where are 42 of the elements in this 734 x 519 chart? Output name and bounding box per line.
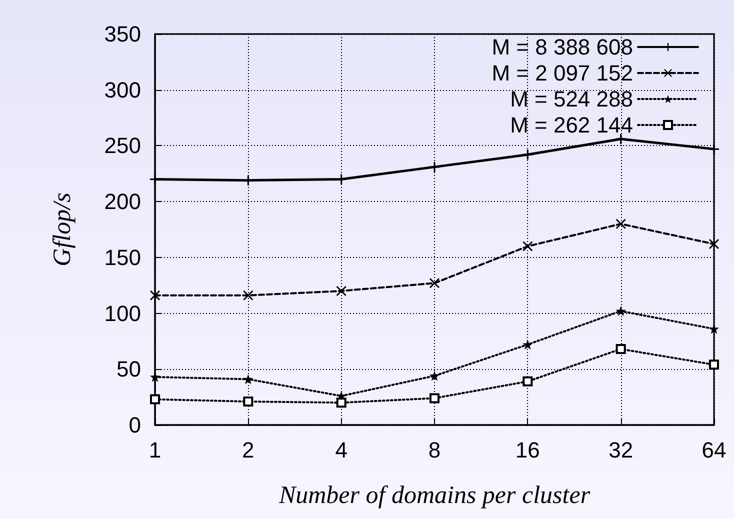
y-tick-label: 100 <box>104 300 141 326</box>
legend-label: M = 262 144 <box>510 112 633 138</box>
point <box>709 144 719 154</box>
point <box>150 290 160 300</box>
point <box>430 393 440 404</box>
point <box>522 241 533 252</box>
point <box>616 344 626 354</box>
point <box>243 290 254 300</box>
point <box>616 218 626 229</box>
x-axis-title: Number of domains per cluster <box>278 482 590 509</box>
y-axis-title: Gflop/s <box>49 192 76 266</box>
point <box>243 396 254 407</box>
point <box>616 134 626 144</box>
x-tick-label: 4 <box>335 438 348 462</box>
y-tick-label: 200 <box>104 189 141 214</box>
point <box>709 360 719 370</box>
point <box>522 340 533 350</box>
point <box>522 150 533 160</box>
x-tick-label: 64 <box>702 438 726 462</box>
y-tick-label: 350 <box>104 22 141 46</box>
point <box>430 370 440 381</box>
y-tick-label: 50 <box>116 356 141 382</box>
y-tick-label: 0 <box>128 412 141 438</box>
point <box>522 376 533 386</box>
y-tick-label: 250 <box>104 133 141 158</box>
point <box>243 374 254 384</box>
legend-label: M = 524 288 <box>510 86 633 112</box>
x-tick-label: 16 <box>515 438 540 462</box>
x-tick-label: 2 <box>242 438 254 462</box>
point <box>336 286 346 296</box>
point <box>150 394 160 404</box>
point <box>709 239 719 250</box>
point <box>430 162 440 172</box>
x-tick-label: 32 <box>608 438 634 462</box>
x-tick-label: 1 <box>148 438 162 462</box>
point <box>616 306 626 316</box>
point <box>430 278 440 288</box>
x-tick-label: 8 <box>428 438 441 462</box>
point <box>336 398 346 408</box>
y-tick-label: 150 <box>104 244 141 270</box>
legend-label: M = 8 388 608 <box>492 34 633 60</box>
y-tick-label: 300 <box>104 77 141 102</box>
